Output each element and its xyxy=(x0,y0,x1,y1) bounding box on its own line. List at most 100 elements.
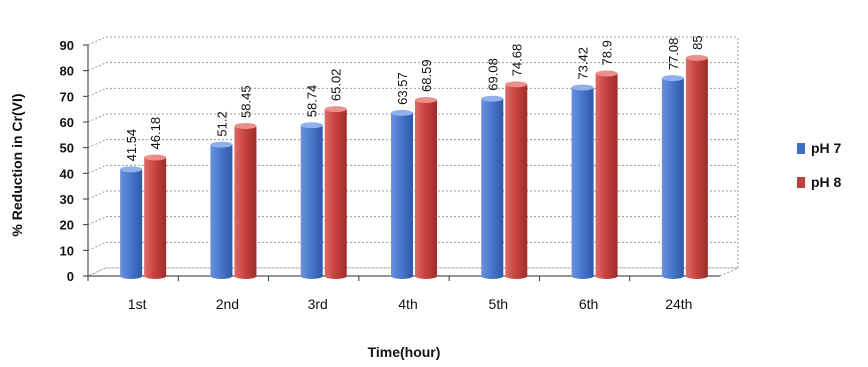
bar xyxy=(685,54,708,279)
legend-swatch xyxy=(797,177,805,188)
legend: pH 7 pH 8 xyxy=(797,140,842,190)
bar-cap xyxy=(300,122,323,129)
data-labels: 41.54 46.18 51.2 58.45 58.74 65.02 63.57 68.59 6… xyxy=(124,35,705,161)
gridline-side xyxy=(87,164,107,174)
bar-base xyxy=(505,273,528,279)
bar-body xyxy=(144,157,167,276)
y-tick-label: 20 xyxy=(60,218,74,233)
data-label: 63.57 xyxy=(395,72,410,105)
bar-body xyxy=(234,125,257,276)
bar-cap xyxy=(415,96,437,103)
bar-base xyxy=(300,273,323,279)
y-tick-label: 90 xyxy=(60,38,74,53)
bar xyxy=(391,109,413,279)
bar-cap xyxy=(661,75,684,82)
bar-base xyxy=(120,273,143,279)
bar-base xyxy=(415,273,437,279)
data-label: 85 xyxy=(690,35,705,49)
y-tick-label: 30 xyxy=(60,192,74,207)
x-tick-label: 1st xyxy=(128,296,147,312)
bar-body xyxy=(324,109,347,277)
bar-cap xyxy=(120,166,143,173)
data-label: 78.9 xyxy=(600,40,615,65)
x-tick-label: 4th xyxy=(398,296,417,312)
bar-base xyxy=(595,273,618,279)
bar-cap xyxy=(391,109,413,116)
data-label: 58.74 xyxy=(305,85,320,118)
y-tick-label: 0 xyxy=(67,269,74,284)
bar-body xyxy=(595,73,618,277)
bar xyxy=(234,122,257,279)
bar-base xyxy=(144,273,167,279)
x-tick-label: 3rd xyxy=(308,296,328,312)
gridline-side xyxy=(87,241,107,251)
bar-body xyxy=(300,125,323,276)
bar-cap xyxy=(144,154,167,161)
bar-body xyxy=(685,57,708,277)
gridline-side xyxy=(87,87,107,97)
legend-label: pH 7 xyxy=(811,140,842,156)
bar-base xyxy=(571,273,594,279)
bar-body xyxy=(571,87,594,277)
bar-base xyxy=(391,273,413,279)
bar-body xyxy=(210,144,233,276)
bar-body xyxy=(481,98,504,276)
data-label: 65.02 xyxy=(329,69,344,102)
bar xyxy=(210,141,233,279)
data-label: 68.59 xyxy=(419,59,434,92)
bar xyxy=(144,154,167,279)
gridline-side xyxy=(87,113,107,123)
bar-base xyxy=(210,273,233,279)
bar-body xyxy=(391,112,413,276)
gridline-side xyxy=(87,36,107,46)
bar-cap xyxy=(324,106,347,113)
bar-cap xyxy=(210,141,233,148)
bar-cap xyxy=(685,54,708,61)
bar xyxy=(595,70,618,279)
gridline-side xyxy=(87,190,107,200)
bar xyxy=(300,122,323,279)
y-tick-label: 10 xyxy=(60,243,74,258)
data-label: 46.18 xyxy=(148,117,163,150)
bar-base xyxy=(661,273,684,279)
data-label: 69.08 xyxy=(485,58,500,91)
bar xyxy=(505,81,528,279)
x-tick-label: 24th xyxy=(665,296,692,312)
legend-label: pH 8 xyxy=(811,174,842,190)
bar-cap xyxy=(571,84,594,91)
bar-body xyxy=(415,99,437,276)
data-label: 74.68 xyxy=(509,44,524,77)
bar xyxy=(324,106,347,279)
y-tick-label: 70 xyxy=(60,89,74,104)
bar-body xyxy=(120,169,143,276)
bar-base xyxy=(324,273,347,279)
y-tick-label: 50 xyxy=(60,141,74,156)
data-label: 77.08 xyxy=(666,38,681,71)
bars xyxy=(120,54,708,279)
x-axis-title: Time(hour) xyxy=(368,344,441,360)
bar-base xyxy=(234,273,257,279)
y-tick-label: 40 xyxy=(60,166,74,181)
bar-base xyxy=(481,273,504,279)
y-tick-label: 80 xyxy=(60,64,74,79)
y-axis-title: % Reduction in Cr(VI) xyxy=(9,93,25,236)
data-label: 41.54 xyxy=(124,129,139,162)
legend-swatch xyxy=(797,143,805,154)
bar-cap xyxy=(234,122,257,129)
bar xyxy=(120,166,143,279)
bar-cap xyxy=(481,95,504,102)
x-tick-label: 5th xyxy=(489,296,508,312)
bar-cap xyxy=(595,70,618,77)
bar xyxy=(415,96,437,279)
data-label: 58.45 xyxy=(238,85,253,118)
bar-body xyxy=(505,84,528,276)
bar-body xyxy=(661,78,684,276)
gridline-side xyxy=(87,216,107,226)
gridline-side xyxy=(87,139,107,149)
gridline-side xyxy=(87,62,107,72)
bar-base xyxy=(685,273,708,279)
bar-cap xyxy=(505,81,528,88)
data-label: 73.42 xyxy=(576,47,591,80)
x-tick-label: 6th xyxy=(579,296,598,312)
